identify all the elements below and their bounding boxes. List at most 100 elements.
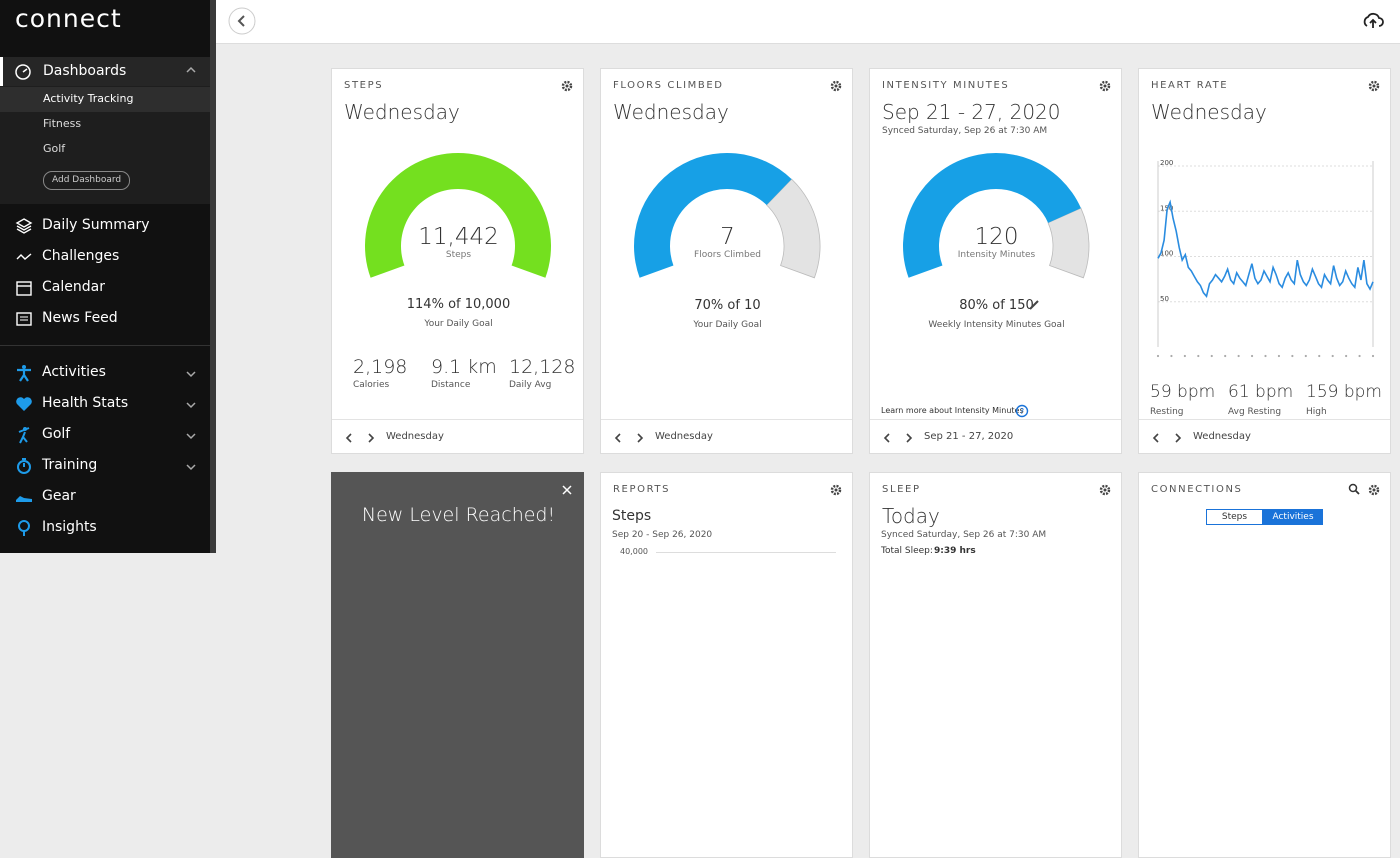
settings-icon[interactable] — [1368, 484, 1380, 496]
card-label: STEPS — [344, 80, 384, 91]
x-axis-dot — [1183, 354, 1186, 358]
heart-card[interactable]: HEART RATE Wednesday 200 150 100 50 59 bpm … — [1138, 68, 1391, 454]
settings-icon[interactable] — [1099, 484, 1111, 496]
heart-rate-chart: 200 150 100 50 — [1156, 159, 1375, 358]
nav-item[interactable]: Gear — [42, 488, 76, 504]
chevron-down[interactable] — [185, 432, 197, 440]
search-icon[interactable] — [1348, 483, 1360, 495]
settings-icon[interactable] — [561, 80, 573, 92]
intensity-card[interactable]: INTENSITY MINUTES Sep 21 - 27, 2020 Sync… — [869, 68, 1122, 454]
divider — [0, 345, 210, 346]
card-title: Wednesday — [613, 100, 729, 124]
nav-icon — [16, 281, 32, 296]
footer-divider — [870, 419, 1121, 420]
goal: 114% of 10,000 — [406, 297, 511, 312]
x-axis-dot — [1156, 354, 1160, 358]
upload-icon[interactable] — [1362, 11, 1384, 31]
chevron-down[interactable] — [185, 370, 197, 378]
x-axis-dot — [1358, 354, 1361, 358]
card-title: Sep 21 - 27, 2020 — [882, 100, 1061, 124]
nav-dashboards[interactable]: Dashboards — [43, 63, 127, 79]
submenu-item[interactable]: Activity Tracking — [43, 92, 134, 105]
nav-item[interactable]: Challenges — [42, 248, 120, 264]
stat-label: Daily Avg — [509, 380, 552, 390]
gauge-fill — [903, 152, 1081, 278]
connections-card[interactable]: CONNECTIONS Steps Activities — [1138, 472, 1391, 858]
nav-item[interactable]: Insights — [42, 519, 97, 535]
goal-label: Your Daily Goal — [693, 320, 762, 330]
nav-item[interactable]: Health Stats — [42, 395, 129, 411]
gauge-value: 11,442 — [418, 224, 499, 250]
footer-divider — [601, 419, 852, 420]
y-tick-label: 150 — [1160, 204, 1173, 212]
card-title: Today — [882, 504, 940, 528]
footer-arrows[interactable] — [1151, 432, 1191, 444]
settings-icon[interactable] — [830, 80, 842, 92]
settings-icon[interactable] — [830, 484, 842, 496]
tab-steps[interactable]: Steps — [1206, 509, 1263, 525]
stat-label: High — [1306, 407, 1327, 417]
y-tick-label: 50 — [1160, 295, 1169, 303]
footer-date: Sep 21 - 27, 2020 — [924, 431, 1014, 442]
stat-value: 61 bpm — [1228, 382, 1294, 402]
gauge-fill — [634, 153, 792, 278]
edit-icon[interactable] — [1028, 299, 1040, 311]
x-axis-dot — [1371, 354, 1375, 358]
x-axis-dot — [1331, 354, 1334, 358]
nav-item[interactable]: News Feed — [42, 310, 118, 326]
steps-card[interactable]: STEPS Wednesday 11,442 Steps 114% of 10,… — [331, 68, 584, 454]
floors-card[interactable]: FLOORS CLIMBED Wednesday 7 Floors Climbe… — [600, 68, 853, 454]
level-title: New Level Reached! — [361, 504, 556, 526]
submenu-item[interactable]: Fitness — [43, 117, 82, 130]
footer-divider — [1139, 419, 1390, 420]
footer-arrows[interactable] — [882, 432, 922, 444]
collapse-button[interactable] — [228, 7, 256, 35]
settings-icon[interactable] — [1368, 80, 1380, 92]
x-axis-dot — [1345, 354, 1348, 358]
active-indicator — [0, 57, 3, 86]
chevron-down[interactable] — [185, 463, 197, 471]
total-sleep: 9:39 hrs — [934, 546, 976, 556]
scrollbar[interactable] — [210, 0, 216, 553]
submenu-item[interactable]: Golf — [43, 142, 66, 155]
nav-item[interactable]: Daily Summary — [42, 217, 150, 233]
footer-arrows[interactable] — [613, 432, 653, 444]
gauge — [634, 153, 821, 279]
logo[interactable]: connect — [15, 4, 122, 33]
nav-item[interactable]: Training — [42, 457, 98, 473]
x-axis-dot — [1210, 354, 1213, 358]
footer-arrows[interactable] — [344, 432, 384, 444]
nav-icon — [15, 218, 33, 234]
chevron-up[interactable] — [185, 66, 197, 74]
nav-icon — [16, 312, 32, 326]
report-tick: 40,000 — [620, 547, 648, 556]
footer-date: Wednesday — [386, 431, 444, 442]
nav-icon — [17, 365, 31, 382]
x-axis-dot — [1277, 354, 1281, 358]
y-tick-label: 100 — [1160, 250, 1173, 258]
nav-item[interactable]: Calendar — [42, 279, 105, 295]
nav-icon — [16, 397, 32, 411]
settings-icon[interactable] — [1099, 80, 1111, 92]
total-sleep-label: Total Sleep: — [881, 546, 933, 556]
sleep-card[interactable]: SLEEP Today Synced Saturday, Sep 26 at 7… — [869, 472, 1122, 858]
nav-icon — [18, 520, 30, 536]
card-title: Wednesday — [1151, 100, 1267, 124]
nav-item[interactable]: Golf — [42, 426, 71, 442]
add-dashboard-button[interactable]: Add Dashboard — [43, 171, 131, 190]
chevron-down[interactable] — [185, 401, 197, 409]
stat-value: 59 bpm — [1150, 382, 1216, 402]
x-axis-dot — [1264, 354, 1267, 358]
reports-card[interactable]: REPORTS Steps Sep 20 - Sep 26, 2020 40,0… — [600, 472, 853, 858]
tab-activities[interactable]: Activities — [1263, 509, 1323, 525]
nav-item[interactable]: Activities — [42, 364, 106, 380]
nav-icon — [17, 458, 31, 474]
close-button[interactable] — [561, 484, 573, 496]
stat-label: Calories — [353, 380, 390, 390]
level-card[interactable]: New Level Reached! — [331, 472, 584, 858]
learn-more-link[interactable]: Learn more about Intensity Minutes — [881, 406, 1024, 415]
help-icon[interactable]: ? — [1015, 404, 1029, 418]
dashboards-row[interactable] — [0, 57, 210, 86]
card-label: SLEEP — [882, 484, 921, 495]
